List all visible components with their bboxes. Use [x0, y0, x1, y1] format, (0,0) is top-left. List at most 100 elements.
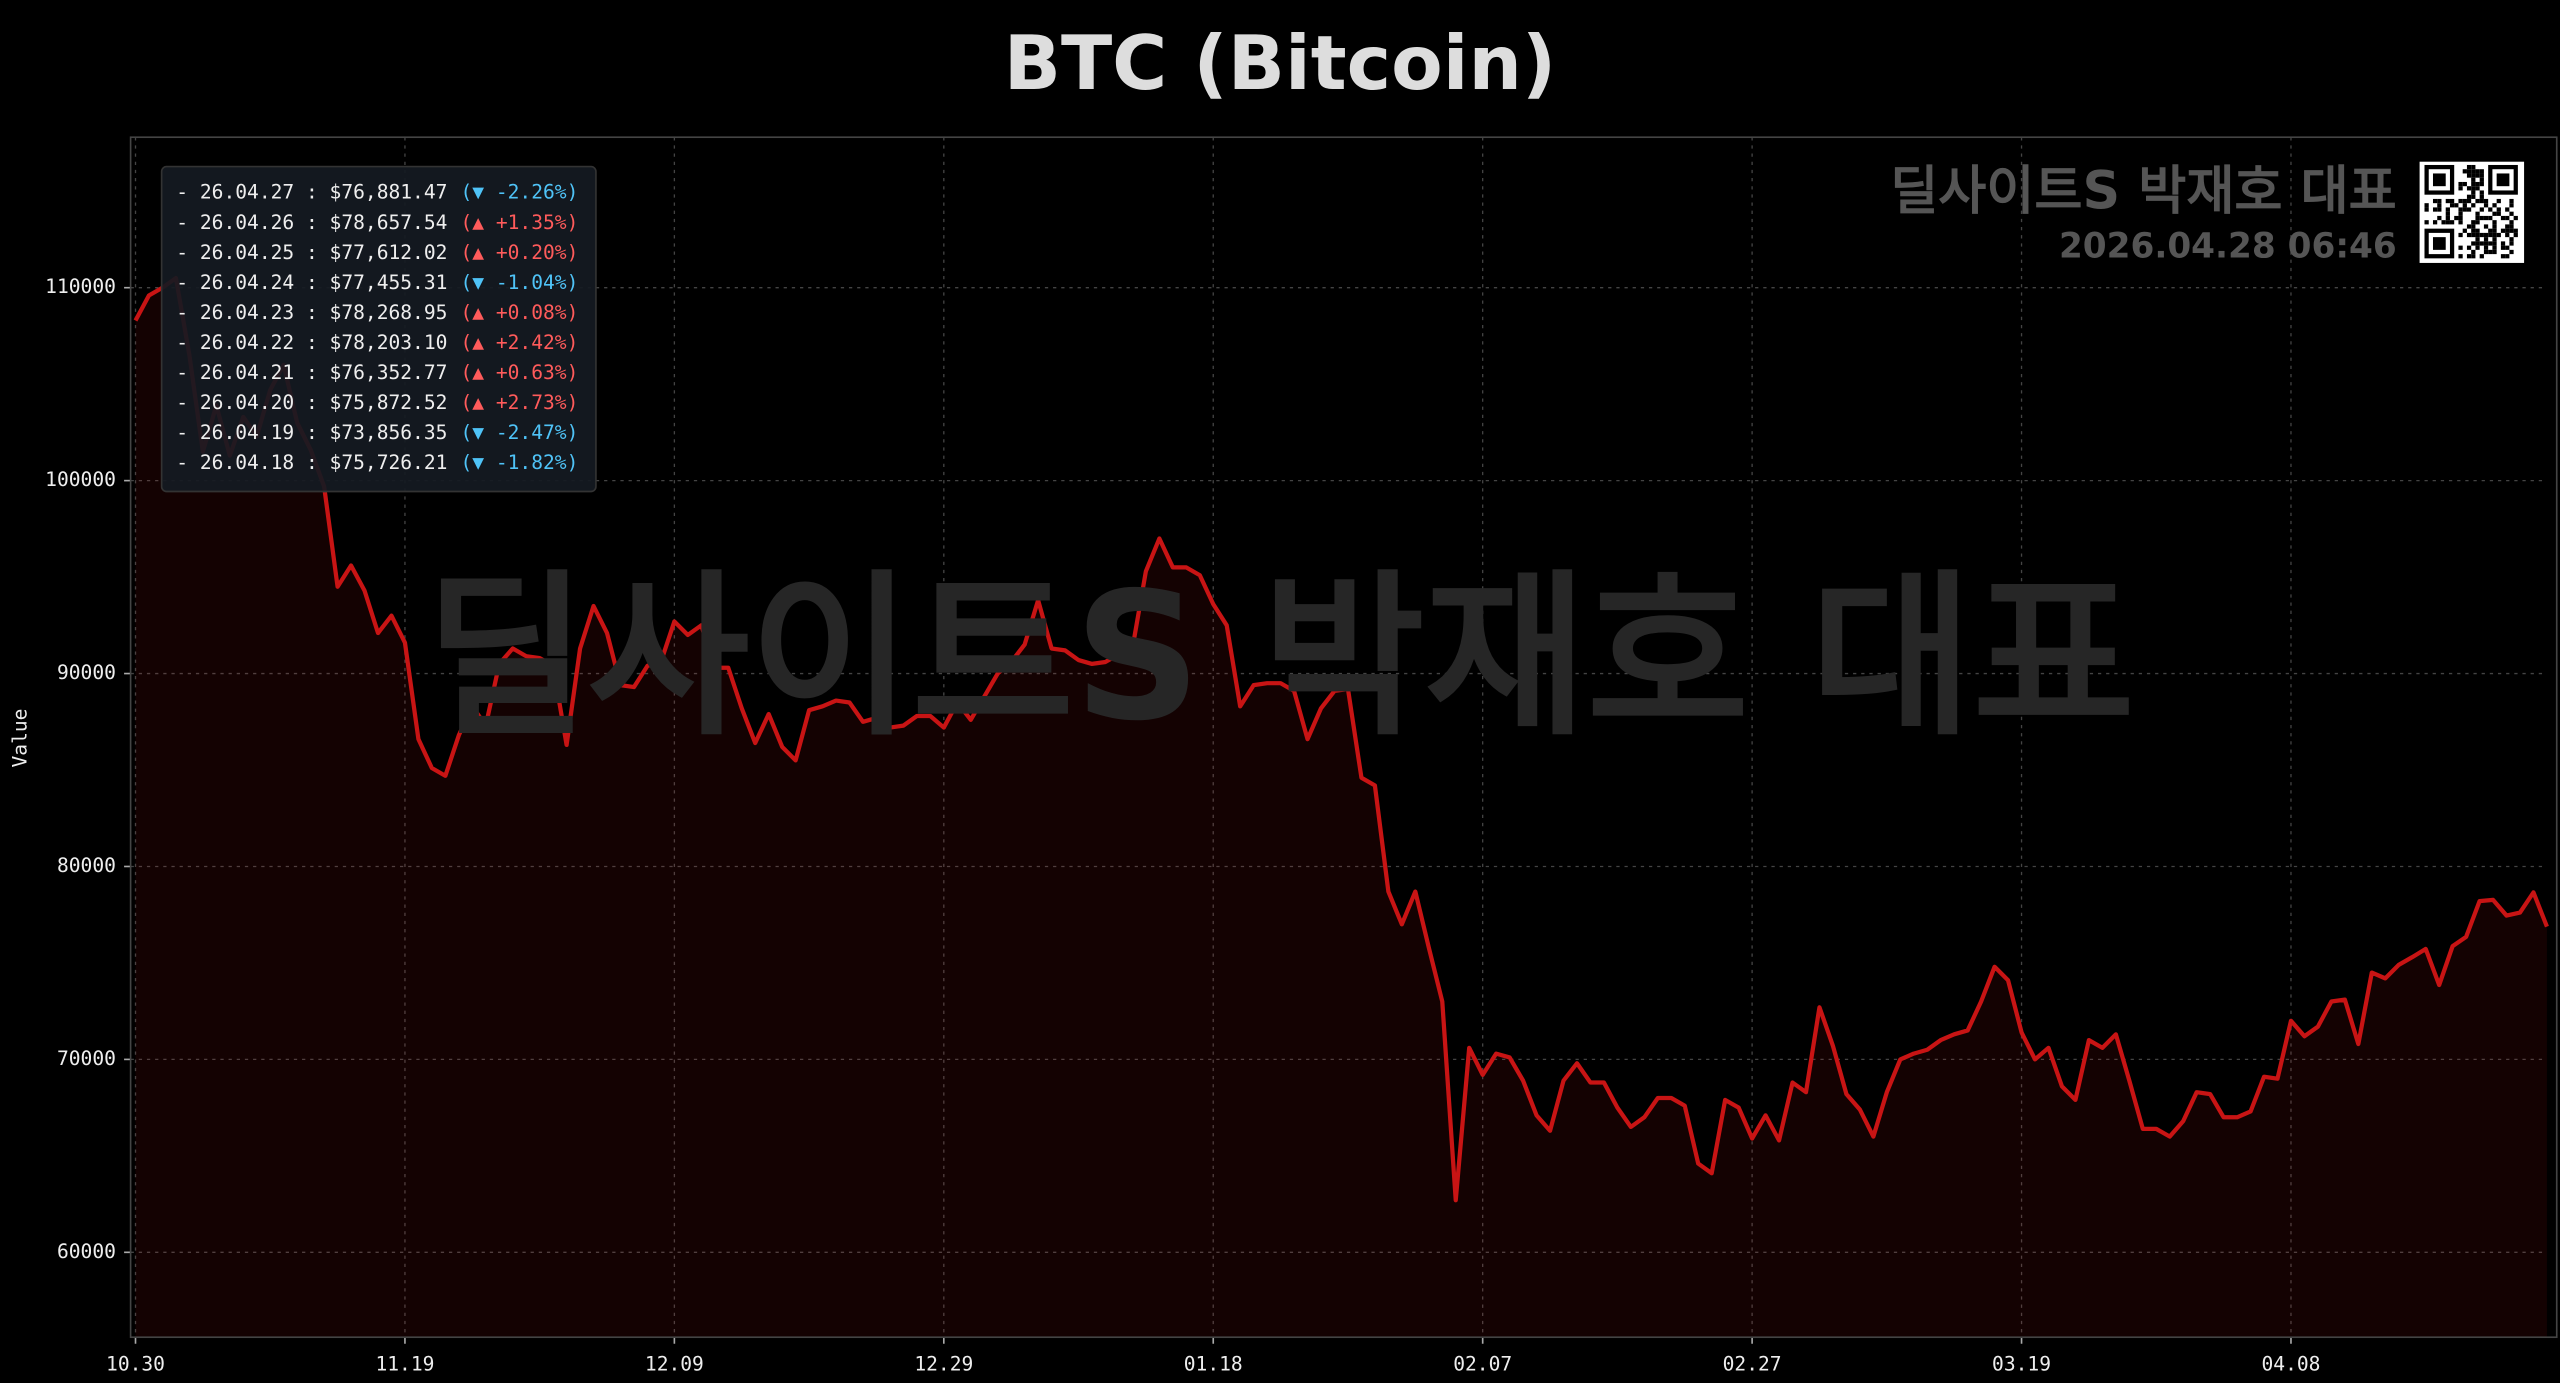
- info-box-background: [160, 165, 597, 493]
- qr-module: [2432, 207, 2438, 212]
- info-line: - 26.04.26 : $78,657.54 (▲ +1.35%): [176, 210, 578, 233]
- y-tick-label: 100000: [45, 468, 116, 491]
- qr-module: [2471, 190, 2476, 195]
- qr-module: [2437, 198, 2442, 204]
- info-text: - 26.04.19 : $73,856.35: [176, 421, 447, 444]
- qr-module: [2445, 207, 2450, 212]
- qr-module: [2479, 207, 2484, 212]
- qr-module: [2424, 220, 2429, 225]
- qr-module: [2505, 215, 2510, 221]
- x-tick-label: 10.30: [106, 1352, 165, 1375]
- qr-module: [2509, 237, 2514, 242]
- qr-module: [2445, 198, 2450, 204]
- qr-module: [2488, 207, 2493, 212]
- plot-border: [129, 136, 2558, 1339]
- qr-module: [2513, 232, 2518, 238]
- qr-module: [2479, 190, 2484, 195]
- qr-module: [2483, 241, 2489, 246]
- info-change: (▲ +2.73%): [460, 391, 578, 414]
- qr-module: [2471, 181, 2476, 187]
- qr-module: [2424, 207, 2429, 212]
- qr-module: [2492, 249, 2497, 255]
- qr-module: [2483, 224, 2489, 229]
- qr-module: [2475, 245, 2480, 250]
- x-tick-label: 12.29: [914, 1352, 973, 1375]
- info-line: - 26.04.21 : $76,352.77 (▲ +0.63%): [176, 360, 578, 383]
- area-fill: [135, 278, 2547, 1338]
- qr-module: [2505, 224, 2510, 229]
- qr-module: [2509, 211, 2514, 216]
- qr-module: [2479, 198, 2484, 204]
- qr-module: [2479, 194, 2484, 199]
- qr-module: [2479, 232, 2484, 238]
- info-text: - 26.04.27 : $76,881.47: [176, 180, 447, 203]
- qr-module: [2466, 198, 2472, 204]
- x-tick-label: 04.08: [2262, 1352, 2321, 1375]
- info-text: - 26.04.18 : $75,726.21: [176, 451, 447, 474]
- y-tick-label: 80000: [57, 854, 116, 877]
- info-text: - 26.04.24 : $77,455.31: [176, 270, 447, 293]
- qr-module: [2492, 228, 2497, 233]
- qr-module: [2483, 232, 2489, 238]
- qr-module: [2479, 173, 2484, 178]
- plot-area: 60000 70000 80000 90000 100000 110000 10.30 11.…: [45, 136, 2558, 1375]
- info-change: (▲ +0.08%): [460, 300, 578, 323]
- qr-module: [2505, 254, 2510, 259]
- qr-module: [2483, 249, 2489, 255]
- x-tick-label: 11.19: [375, 1352, 434, 1375]
- qr-module: [2479, 181, 2484, 187]
- qr-module: [2437, 215, 2442, 221]
- qr-module: [2475, 220, 2480, 225]
- qr-module: [2462, 207, 2467, 212]
- watermark-center: 딜사이트S 박재호 대표: [425, 554, 2135, 760]
- info-change: (▼ -1.04%): [460, 270, 578, 293]
- info-change: (▼ -2.47%): [460, 421, 578, 444]
- info-text: - 26.04.23 : $78,268.95: [176, 300, 447, 323]
- qr-module: [2475, 241, 2480, 246]
- qr-module: [2466, 207, 2472, 212]
- y-tick-label: 90000: [57, 661, 116, 684]
- qr-module: [2492, 211, 2497, 216]
- info-text: - 26.04.26 : $78,657.54: [176, 210, 447, 233]
- qr-module: [2449, 198, 2455, 204]
- qr-module: [2424, 203, 2429, 208]
- qr-module: [2437, 207, 2442, 212]
- x-tick-label: 12.09: [645, 1352, 704, 1375]
- qr-module: [2449, 220, 2455, 225]
- x-tick-label: 02.07: [1453, 1352, 1512, 1375]
- info-line: - 26.04.22 : $78,203.10 (▲ +2.42%): [176, 330, 578, 353]
- info-text: - 26.04.20 : $75,872.52: [176, 391, 447, 414]
- qr-module: [2509, 220, 2514, 225]
- qr-module: [2483, 198, 2489, 204]
- qr-module: [2492, 237, 2497, 242]
- qr-module: [2462, 203, 2467, 208]
- qr-module: [2488, 232, 2493, 238]
- info-line: - 26.04.27 : $76,881.47 (▼ -2.26%): [176, 180, 578, 203]
- qr-module: [2462, 228, 2467, 233]
- qr-module: [2466, 224, 2472, 229]
- qr-module: [2483, 245, 2489, 250]
- qr-module: [2492, 220, 2497, 225]
- qr-module: [2466, 164, 2472, 170]
- qr-module: [2492, 232, 2497, 238]
- qr-module: [2445, 215, 2450, 221]
- qr-module: [2466, 254, 2472, 259]
- qr-module: [2441, 220, 2446, 225]
- x-tick-label: 03.19: [1992, 1352, 2051, 1375]
- qr-module: [2471, 177, 2476, 182]
- qr-module: [2475, 228, 2480, 233]
- qr-module: [2475, 186, 2480, 191]
- x-tick-label: 02.27: [1723, 1352, 1782, 1375]
- info-text: - 26.04.21 : $76,352.77: [176, 360, 447, 383]
- y-tick-label: 110000: [45, 275, 116, 298]
- qr-module: [2466, 245, 2472, 250]
- qr-module: [2492, 241, 2497, 246]
- qr-module: [2475, 237, 2480, 242]
- qr-module: [2445, 211, 2450, 216]
- info-line: - 26.04.23 : $78,268.95 (▲ +0.08%): [176, 300, 578, 323]
- info-change: (▲ +0.63%): [460, 360, 578, 383]
- qr-module: [2458, 211, 2463, 216]
- qr-module: [2496, 232, 2501, 238]
- qr-module: [2509, 228, 2514, 233]
- qr-module: [2500, 241, 2506, 246]
